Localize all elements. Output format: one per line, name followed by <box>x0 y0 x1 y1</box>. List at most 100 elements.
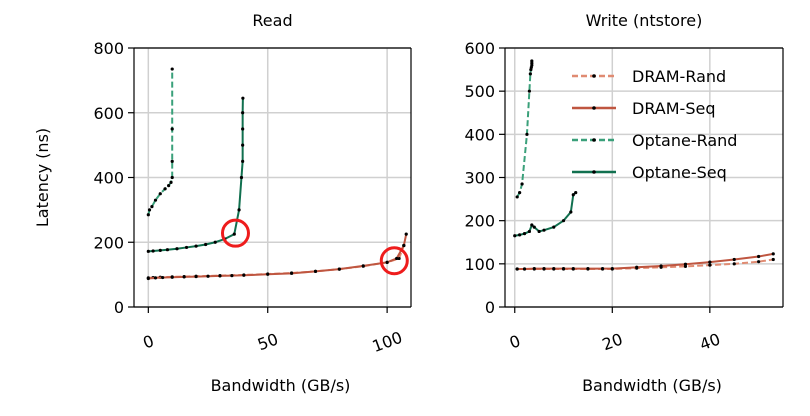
read-point-dram-seq <box>290 271 294 275</box>
write-point-optane-seq <box>527 229 531 234</box>
read-y-axis-title: Latency (ns) <box>33 128 52 227</box>
read-point-optane-rand <box>153 198 158 202</box>
legend-marker-optane-seq <box>592 170 596 174</box>
read-y-tick-label: 800 <box>93 39 124 58</box>
read-point-dram-seq <box>153 276 158 280</box>
read-point-optane-seq <box>241 159 245 163</box>
write-point-dram-seq <box>610 266 614 271</box>
write-point-dram-seq <box>571 266 575 271</box>
write-point-dram-rand <box>732 262 736 266</box>
write-y-tick-label: 500 <box>464 82 495 101</box>
write-point-dram-seq <box>586 266 590 271</box>
read-panel-title: Read <box>252 11 292 30</box>
write-point-optane-rand <box>530 59 534 63</box>
write-point-dram-seq <box>635 265 639 269</box>
read-point-optane-seq <box>213 240 217 244</box>
legend-label-optane-seq: Optane-Seq <box>632 163 727 182</box>
legend-label-optane-rand: Optane-Rand <box>632 131 737 150</box>
read-point-optane-seq <box>241 111 245 115</box>
write-plot-area <box>513 59 775 271</box>
legend-marker-dram-seq <box>592 106 596 110</box>
write-y-tick-label: 200 <box>464 212 495 231</box>
write-point-dram-seq <box>552 266 556 271</box>
read-point-optane-seq <box>146 249 150 253</box>
read-series-optane-seq <box>148 98 244 253</box>
write-point-optane-seq <box>522 232 527 236</box>
write-point-optane-seq <box>552 225 556 229</box>
read-x-tick-label: 50 <box>255 329 281 354</box>
read-point-optane-rand <box>170 127 174 131</box>
read-point-optane-rand <box>158 192 162 196</box>
read-point-dram-seq <box>266 272 270 276</box>
write-point-dram-seq <box>771 252 775 256</box>
read-point-optane-seq <box>241 127 245 131</box>
legend-marker-dram-rand <box>592 74 596 78</box>
write-point-optane-seq <box>542 228 546 232</box>
read-point-optane-seq <box>204 242 208 247</box>
write-point-optane-seq <box>561 219 566 223</box>
read-point-dram-seq <box>385 260 389 264</box>
read-series-optane-rand <box>147 69 174 215</box>
write-point-dram-seq <box>561 266 566 271</box>
write-x-tick-label: 40 <box>697 329 723 354</box>
write-x-tick-label: 0 <box>507 331 523 352</box>
write-panel-title: Write (ntstore) <box>586 11 703 30</box>
read-point-dram-seq <box>337 267 341 271</box>
write-point-optane-rand <box>518 191 522 195</box>
write-point-dram-rand <box>757 260 761 264</box>
write-point-optane-seq <box>518 233 522 237</box>
write-point-optane-seq <box>569 210 573 214</box>
write-point-optane-seq <box>532 225 536 229</box>
write-point-dram-rand <box>771 257 775 262</box>
write-point-dram-seq <box>542 266 546 271</box>
write-point-dram-seq <box>532 266 536 271</box>
write-point-optane-seq <box>571 193 575 197</box>
read-point-optane-rand <box>150 205 154 209</box>
read-point-optane-seq <box>239 175 244 180</box>
write-point-dram-seq <box>659 264 663 268</box>
read-point-optane-seq <box>194 244 198 248</box>
read-point-dram-seq <box>161 275 165 280</box>
read-point-optane-rand <box>147 208 152 212</box>
read-series-dram-seq <box>148 233 408 280</box>
read-point-optane-seq <box>151 249 155 253</box>
read-point-optane-rand <box>170 175 174 180</box>
write-point-optane-rand <box>515 195 519 199</box>
write-y-tick-label: 400 <box>464 125 495 144</box>
write-y-tick-label: 300 <box>464 169 495 188</box>
read-point-dram-seq <box>170 275 174 279</box>
write-point-optane-rand <box>520 182 524 186</box>
read-x-axis-title: Bandwidth (GB/s) <box>211 376 351 395</box>
read-point-dram-seq <box>182 275 186 279</box>
write-x-axis-title: Bandwidth (GB/s) <box>582 376 722 395</box>
write-point-optane-seq <box>530 223 534 227</box>
write-x-tick-label: 20 <box>600 329 626 354</box>
write-panel: 0 100 200 300 400 500 600 0 20 40 Write (ntstore) B… <box>464 11 784 395</box>
read-point-optane-seq <box>241 143 245 147</box>
read-highlight-circle <box>220 218 250 248</box>
write-point-optane-seq <box>537 229 541 234</box>
read-point-optane-seq <box>184 245 189 250</box>
read-point-dram-seq <box>230 273 234 278</box>
read-point-optane-seq <box>241 96 245 100</box>
read-point-optane-rand <box>163 187 167 191</box>
read-point-optane-rand <box>170 159 174 163</box>
write-point-dram-seq <box>708 260 712 264</box>
write-point-optane-seq <box>574 191 578 195</box>
read-point-dram-seq <box>404 232 408 236</box>
write-point-dram-rand <box>708 263 712 267</box>
read-highlight-circle <box>379 246 409 276</box>
read-point-optane-seq <box>237 208 241 212</box>
legend: DRAM-Rand DRAM-Seq Optane-Rand Optane-Seq <box>572 67 737 182</box>
write-point-dram-seq <box>522 267 527 271</box>
read-point-dram-seq <box>402 243 406 248</box>
write-point-dram-seq <box>683 262 688 266</box>
read-y-tick-label: 600 <box>93 104 124 123</box>
write-point-optane-rand <box>527 89 531 93</box>
write-point-dram-seq <box>515 267 519 271</box>
write-point-optane-seq <box>513 234 517 238</box>
read-point-optane-rand <box>170 67 174 71</box>
read-point-dram-seq <box>361 264 365 268</box>
read-x-tick-label: 100 <box>370 328 405 356</box>
